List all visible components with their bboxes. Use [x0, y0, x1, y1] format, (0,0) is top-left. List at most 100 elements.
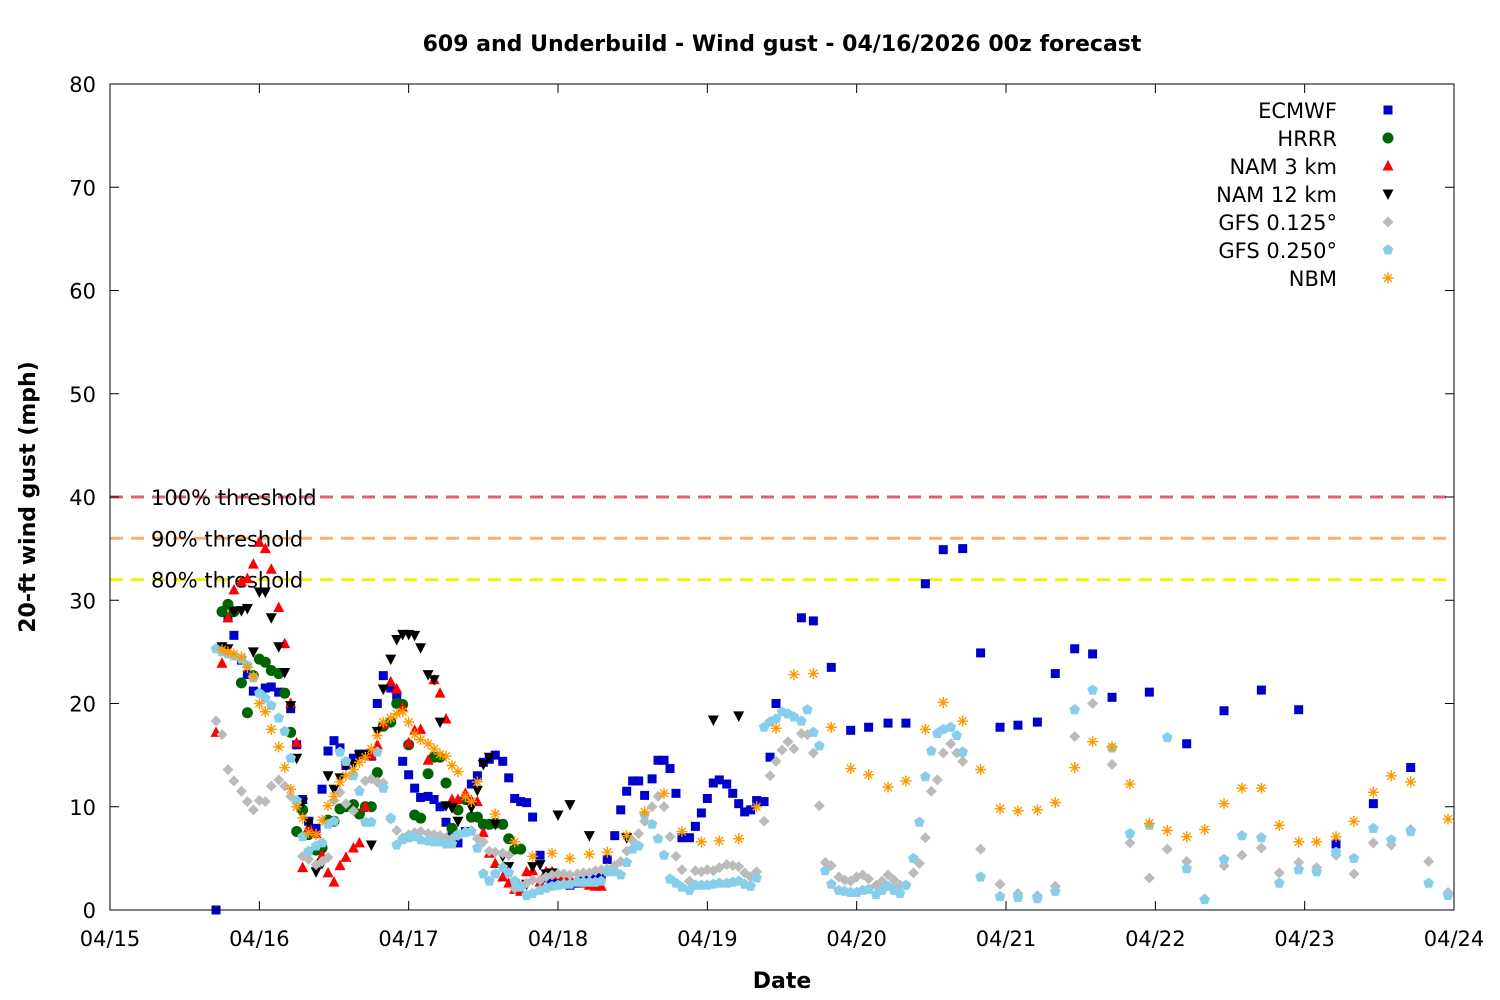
- data-point: [472, 842, 483, 853]
- data-point: [825, 721, 837, 733]
- data-point: [466, 825, 477, 837]
- data-point: [478, 868, 489, 879]
- data-point: [497, 870, 509, 882]
- data-point: [422, 670, 434, 681]
- y-axis-label: 20-ft wind gust (mph): [16, 361, 41, 633]
- data-point: [1405, 776, 1417, 788]
- data-point: [813, 800, 825, 812]
- data-point: [1330, 846, 1342, 857]
- data-point: [1219, 706, 1229, 716]
- data-point: [328, 784, 340, 796]
- data-point: [279, 725, 290, 736]
- data-point: [322, 771, 334, 782]
- data-point: [259, 656, 271, 668]
- data-point: [937, 747, 949, 759]
- data-point: [1069, 731, 1081, 743]
- data-point: [434, 748, 446, 760]
- data-point: [415, 812, 427, 824]
- data-point: [241, 661, 253, 673]
- data-point: [1181, 831, 1193, 843]
- data-point: [372, 699, 382, 708]
- data-point: [765, 752, 775, 762]
- data-point: [759, 797, 769, 807]
- data-point: [1311, 866, 1322, 877]
- data-point: [528, 812, 538, 822]
- data-point: [247, 804, 259, 816]
- data-point: [340, 770, 352, 782]
- data-point: [422, 738, 434, 750]
- data-point: [328, 815, 340, 826]
- data-point: [1442, 889, 1454, 901]
- x-tick-label: 04/15: [80, 927, 141, 951]
- data-point: [1236, 849, 1248, 861]
- data-point: [1049, 797, 1061, 809]
- data-point: [951, 729, 962, 740]
- data-point: [1032, 717, 1042, 727]
- data-point: [1330, 831, 1342, 843]
- data-point: [621, 856, 632, 867]
- data-point: [216, 606, 228, 618]
- data-point: [920, 579, 930, 589]
- data-point: [503, 849, 515, 861]
- data-point: [1069, 762, 1081, 774]
- data-point: [733, 861, 745, 873]
- data-point: [340, 798, 352, 810]
- x-tick-label: 04/23: [1274, 927, 1335, 951]
- data-point: [527, 862, 539, 873]
- data-point: [931, 774, 943, 786]
- data-point: [285, 783, 297, 795]
- data-point: [882, 869, 894, 881]
- data-point: [216, 657, 228, 668]
- legend-label: GFS 0.250°: [1218, 239, 1337, 263]
- data-point: [1124, 837, 1136, 849]
- data-point: [391, 824, 403, 836]
- data-point: [303, 827, 315, 839]
- data-point: [397, 706, 409, 718]
- data-point: [920, 771, 931, 782]
- data-point: [1367, 786, 1379, 798]
- x-tick-label: 04/17: [378, 927, 439, 951]
- data-point: [907, 867, 919, 879]
- data-point: [385, 654, 397, 666]
- data-point: [1106, 758, 1118, 770]
- data-point: [259, 542, 271, 554]
- data-point: [416, 792, 426, 802]
- data-point: [1293, 836, 1305, 848]
- data-point: [391, 708, 403, 720]
- data-point: [273, 741, 285, 753]
- data-point: [247, 558, 259, 569]
- data-point: [446, 759, 458, 771]
- legend-marker: [1382, 160, 1394, 171]
- data-point: [621, 830, 633, 842]
- data-point: [291, 795, 302, 806]
- data-point: [515, 843, 527, 855]
- data-point: [994, 878, 1006, 890]
- y-tick-label: 50: [69, 383, 96, 407]
- data-point: [633, 840, 644, 851]
- data-point: [652, 833, 664, 844]
- data-point: [1050, 669, 1060, 679]
- data-point: [434, 687, 446, 698]
- data-point: [546, 847, 558, 859]
- data-point: [1106, 741, 1118, 753]
- data-point: [975, 871, 986, 882]
- data-point: [758, 815, 770, 827]
- data-point: [1386, 834, 1397, 845]
- data-point: [1348, 852, 1360, 863]
- data-point: [235, 575, 247, 587]
- data-point: [516, 797, 526, 807]
- data-point: [714, 775, 724, 785]
- data-point: [728, 788, 738, 798]
- data-point: [248, 686, 258, 696]
- data-point: [483, 752, 495, 764]
- data-point: [385, 712, 397, 724]
- data-point: [503, 867, 514, 878]
- data-point: [477, 826, 489, 838]
- data-point: [347, 799, 359, 811]
- data-point: [274, 687, 284, 697]
- data-point: [1294, 705, 1304, 715]
- legend-marker: [1382, 189, 1394, 200]
- data-point: [1273, 819, 1285, 831]
- data-point: [788, 743, 800, 755]
- data-point: [253, 536, 265, 547]
